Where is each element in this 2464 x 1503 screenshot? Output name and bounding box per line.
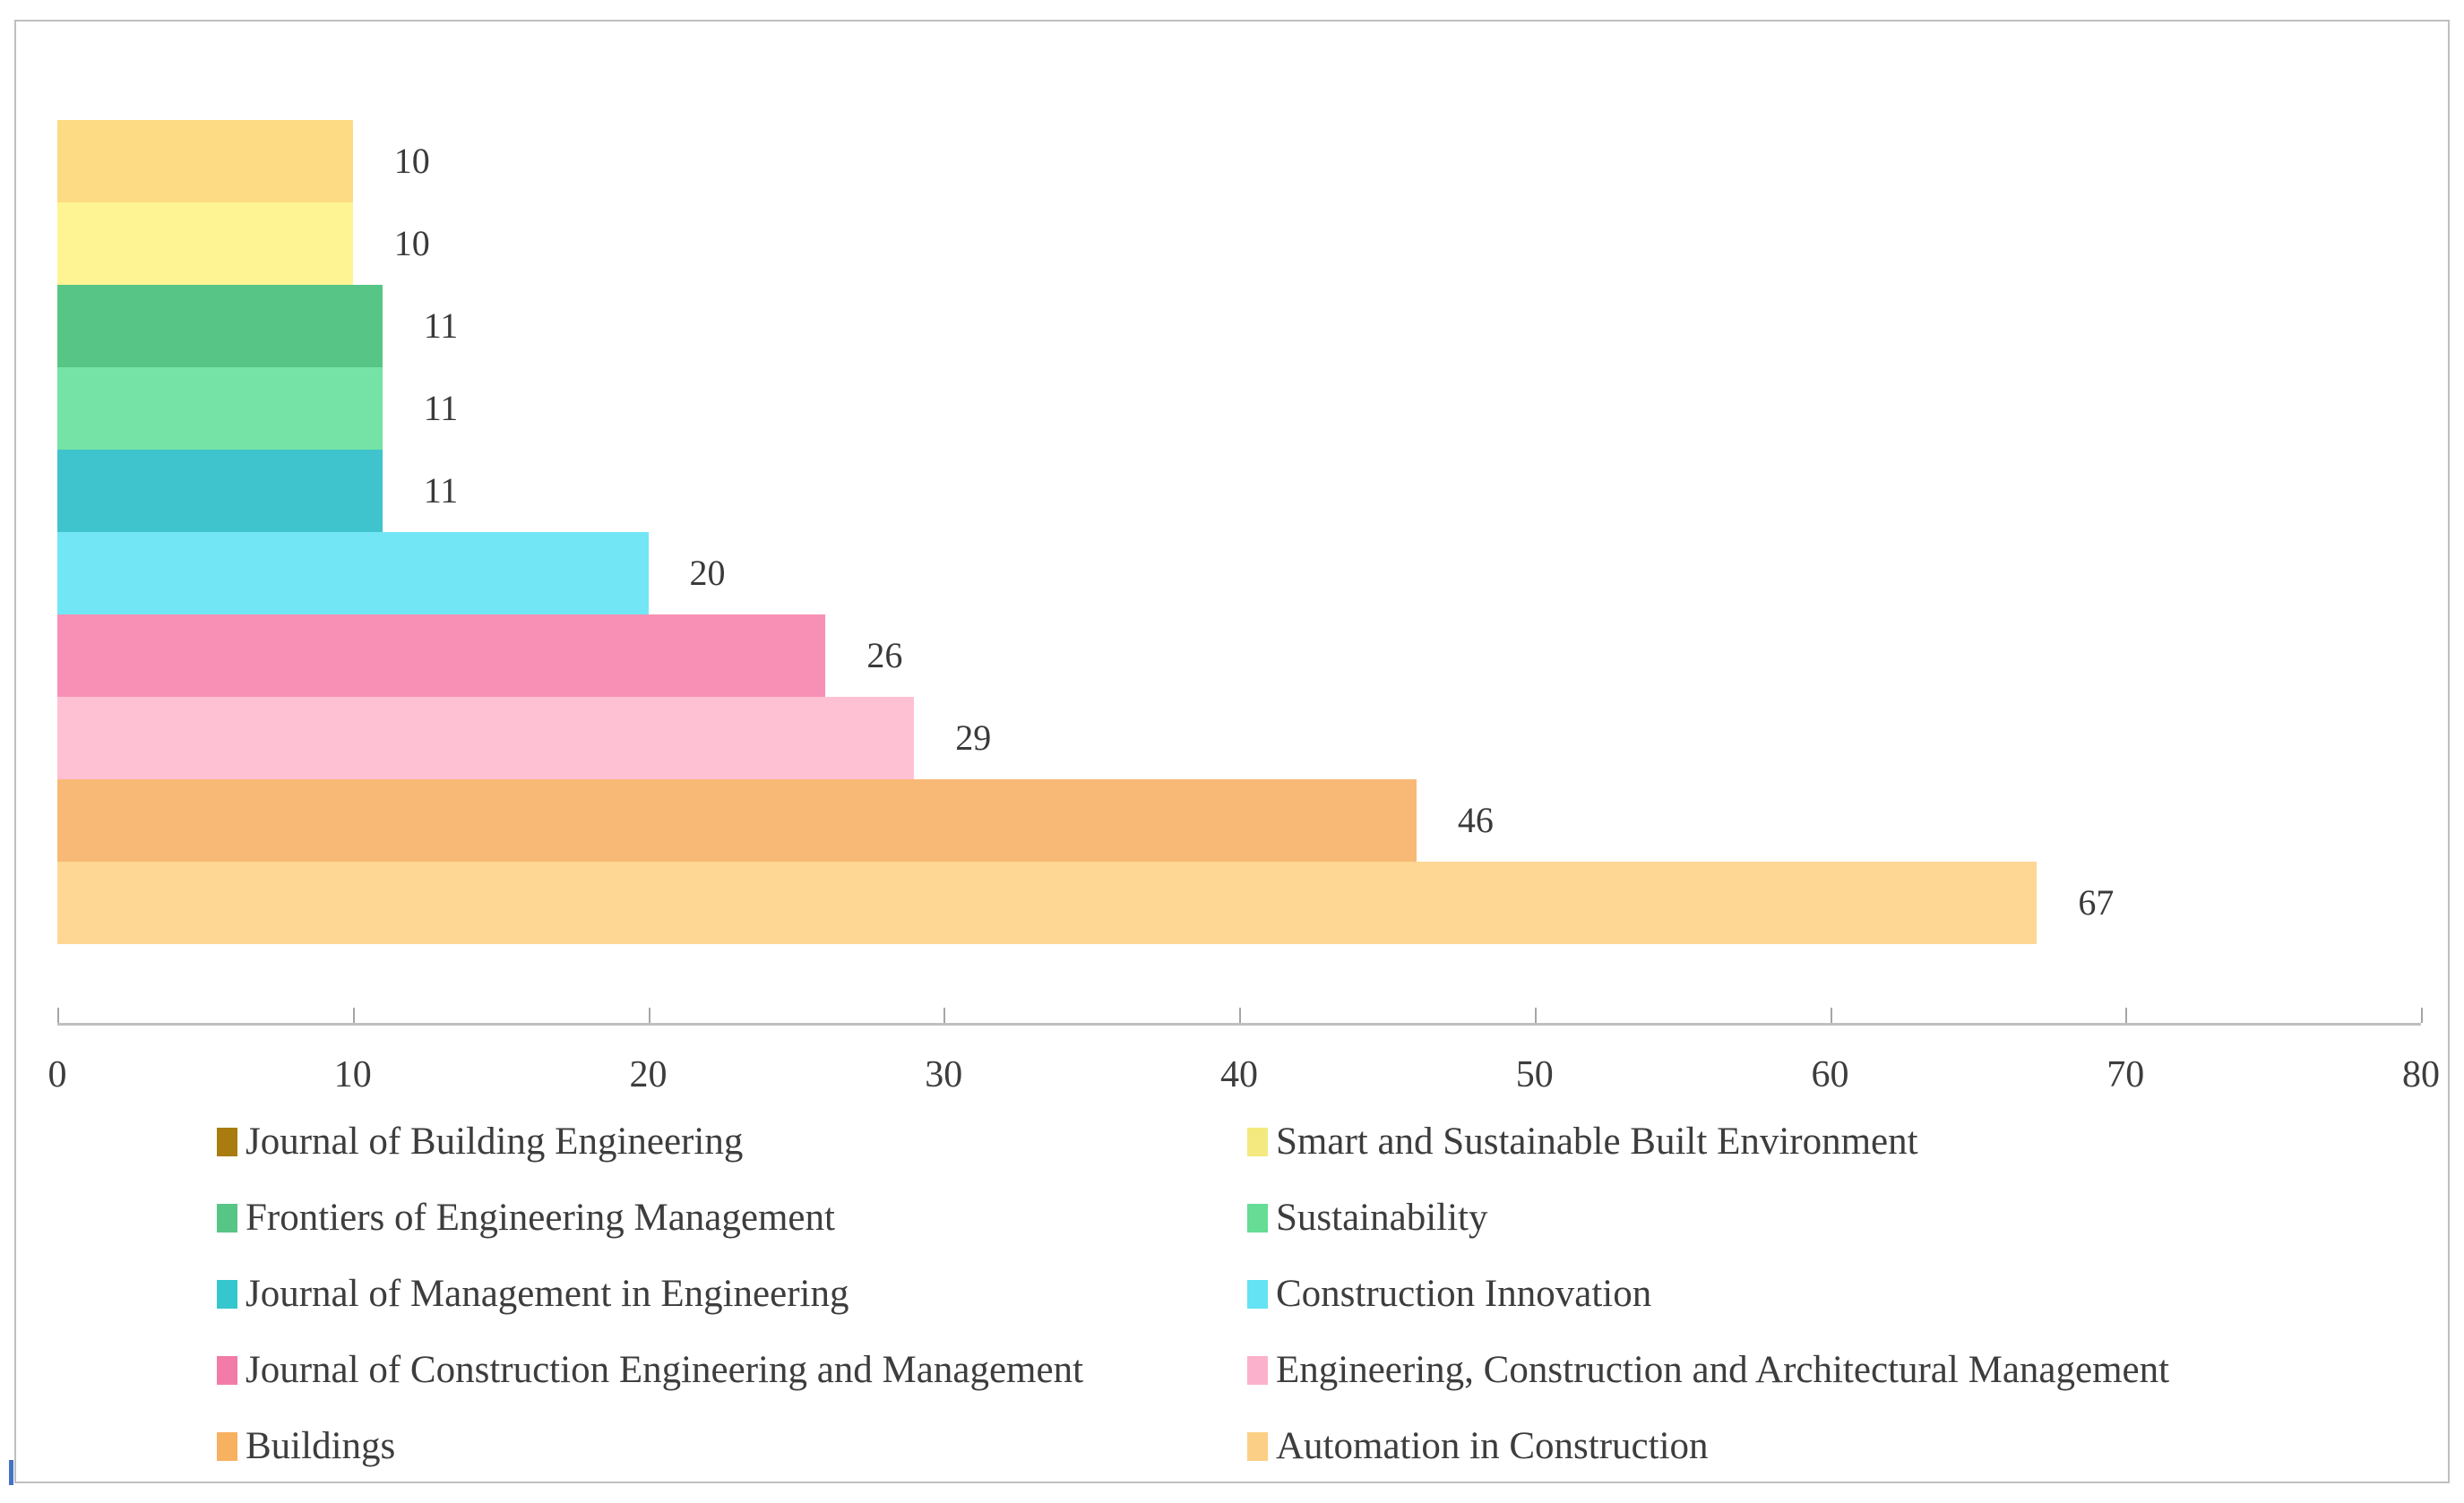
x-axis-tick-label: 10 — [333, 1054, 372, 1095]
bar-value-label: 67 — [2078, 882, 2115, 923]
legend-swatch — [217, 1128, 237, 1156]
legend-swatch — [217, 1204, 237, 1232]
legend-swatch — [1247, 1432, 1268, 1461]
bar-row: 29 — [57, 697, 2421, 779]
bar-row: 46 — [57, 779, 2421, 862]
bar-automation-in-construction — [57, 862, 2038, 944]
legend-item-journal-of-management-in-engineering: Journal of Management in Engineering — [217, 1267, 849, 1322]
x-axis-tick-label: 70 — [2106, 1054, 2145, 1095]
legend-swatch — [1247, 1356, 1268, 1385]
cursor-artifact — [9, 1460, 13, 1485]
bar-value-label: 11 — [423, 305, 459, 346]
x-axis-tick-label: 30 — [925, 1054, 963, 1095]
legend-label: Buildings — [246, 1425, 396, 1467]
bar-row: 11 — [57, 450, 2421, 532]
x-axis-tick — [648, 1008, 650, 1023]
legend-item-sustainability: Sustainability — [1247, 1190, 1488, 1246]
x-axis-line — [57, 1008, 2423, 1026]
bar-row: 67 — [57, 862, 2421, 944]
bar-value-label: 29 — [955, 717, 992, 758]
legend-item-automation-in-construction: Automation in Construction — [1247, 1419, 1709, 1474]
bar-value-label: 26 — [866, 635, 903, 675]
bar-construction-innovation — [57, 532, 649, 614]
bar-value-label: 20 — [689, 553, 726, 593]
legend-label: Engineering, Construction and Architectu… — [1276, 1349, 2170, 1391]
bar-smart-and-sustainable-built-environment — [57, 202, 353, 285]
legend-item-journal-of-construction-engineering-and-management: Journal of Construction Engineering and … — [217, 1343, 1083, 1398]
legend-swatch — [217, 1432, 237, 1461]
bar-engineering-construction-and-architectural-management — [57, 697, 915, 779]
legend-label: Smart and Sustainable Built Environment — [1276, 1121, 1918, 1163]
legend-label: Construction Innovation — [1276, 1273, 1652, 1315]
x-axis-tick-label: 40 — [1220, 1054, 1258, 1095]
bar-value-label: 11 — [423, 388, 459, 428]
bar-journal-of-construction-engineering-and-management — [57, 614, 826, 697]
legend-label: Journal of Management in Engineering — [246, 1273, 849, 1315]
x-axis-tick — [352, 1008, 355, 1023]
bar-journal-of-building-engineering — [57, 120, 353, 202]
bar-row: 20 — [57, 532, 2421, 614]
bar-row: 10 — [57, 202, 2421, 285]
legend-item-journal-of-building-engineering: Journal of Building Engineering — [217, 1114, 743, 1170]
legend-swatch — [1247, 1204, 1268, 1232]
bar-row: 11 — [57, 285, 2421, 367]
bar-value-label: 10 — [393, 223, 430, 263]
legend-item-buildings: Buildings — [217, 1419, 395, 1474]
bar-value-label: 11 — [423, 470, 459, 511]
legend-swatch — [1247, 1128, 1268, 1156]
legend: Journal of Building Engineering Smart and… — [16, 1089, 2448, 1483]
x-axis-tick — [1830, 1008, 1832, 1023]
x-axis-tick-label: 20 — [629, 1054, 668, 1095]
x-axis-tick — [943, 1008, 946, 1023]
legend-label: Journal of Building Engineering — [246, 1121, 744, 1163]
x-axis-tick — [1534, 1008, 1537, 1023]
legend-swatch — [217, 1356, 237, 1385]
legend-item-smart-and-sustainable-built-environment: Smart and Sustainable Built Environment — [1247, 1114, 1918, 1170]
bar-sustainability — [57, 367, 383, 450]
legend-item-engineering-construction-and-architectural-management: Engineering, Construction and Architectu… — [1247, 1343, 2169, 1398]
legend-item-frontiers-of-engineering-management: Frontiers of Engineering Management — [217, 1190, 835, 1246]
x-axis-tick-label: 50 — [1515, 1054, 1554, 1095]
legend-label: Journal of Construction Engineering and … — [246, 1349, 1084, 1391]
plot-area: 10 10 11 11 11 20 26 29 46 67 — [57, 120, 2421, 944]
legend-item-construction-innovation: Construction Innovation — [1247, 1267, 1651, 1322]
bar-row: 11 — [57, 367, 2421, 450]
bar-value-label: 10 — [393, 141, 430, 181]
x-axis-tick — [2125, 1008, 2128, 1023]
bar-value-label: 46 — [1457, 800, 1494, 840]
bar-frontiers-of-engineering-management — [57, 285, 383, 367]
x-axis-tick — [1239, 1008, 1241, 1023]
legend-swatch — [217, 1280, 237, 1309]
x-axis-tick-label: 0 — [47, 1054, 67, 1095]
legend-label: Frontiers of Engineering Management — [246, 1197, 835, 1239]
legend-swatch — [1247, 1280, 1268, 1309]
chart-figure: 10 10 11 11 11 20 26 29 46 67 Journal of Building… — [14, 20, 2450, 1483]
x-axis-tick — [2421, 1008, 2423, 1023]
x-axis-tick-label: 80 — [2402, 1054, 2440, 1095]
x-axis-tick — [57, 1008, 59, 1023]
bar-row: 26 — [57, 614, 2421, 697]
x-axis-tick-label: 60 — [1811, 1054, 1849, 1095]
legend-label: Sustainability — [1276, 1197, 1488, 1239]
legend-label: Automation in Construction — [1276, 1425, 1709, 1467]
bar-row: 10 — [57, 120, 2421, 202]
bar-buildings — [57, 779, 1417, 862]
bar-journal-of-management-in-engineering — [57, 450, 383, 532]
